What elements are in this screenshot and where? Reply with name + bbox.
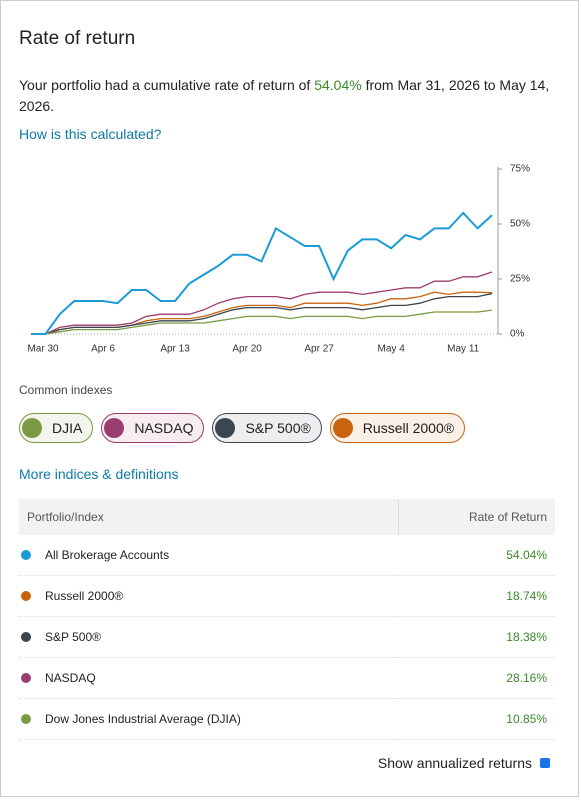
x-tick-label: May 4: [378, 344, 406, 355]
table-row: S&P 500® 18.38%: [19, 616, 555, 658]
row-dot: [21, 591, 31, 601]
row-rate: 18.38%: [398, 616, 555, 658]
checkbox[interactable]: [540, 758, 550, 768]
summary-rate: 54.04%: [314, 77, 362, 93]
chart: 0% 25% 50% 75% Mar 30 Apr 6 Apr 13 Apr 20 Apr 27…: [27, 164, 530, 355]
row-rate: 10.85%: [398, 698, 555, 740]
y-tick-label: 50%: [510, 219, 530, 230]
row-name: Russell 2000®: [45, 589, 124, 603]
table-row: All Brokerage Accounts 54.04%: [19, 535, 555, 576]
summary: Your portfolio had a cumulative rate of …: [19, 75, 564, 117]
summary-text: from Mar 31, 2026 to May 14, 2026.: [19, 77, 550, 114]
y-tick-label: 0%: [510, 329, 525, 340]
index-chip[interactable]: NASDAQ: [101, 413, 205, 443]
row-name: Dow Jones Industrial Average (DJIA): [45, 712, 241, 726]
series-line: [31, 271, 493, 335]
series-line: [31, 292, 493, 335]
row-dot: [21, 550, 31, 560]
chip-label: S&P 500®: [245, 420, 311, 436]
row-name: All Brokerage Accounts: [45, 548, 170, 562]
row-rate: 28.16%: [398, 657, 555, 699]
row-name: NASDAQ: [45, 671, 96, 685]
chip-label: Russell 2000®: [362, 420, 455, 436]
x-tick-label: Apr 27: [304, 344, 334, 355]
row-name-cell: NASDAQ: [19, 657, 399, 699]
x-tick-label: Apr 13: [160, 344, 190, 355]
row-name-cell: Dow Jones Industrial Average (DJIA): [19, 698, 399, 740]
row-name: S&P 500®: [45, 630, 101, 644]
index-chip[interactable]: DJIA: [19, 413, 94, 443]
summary-text: Your portfolio had a cumulative rate of …: [19, 77, 315, 93]
row-rate: 54.04%: [398, 535, 555, 576]
index-chip[interactable]: S&P 500®: [212, 413, 322, 443]
table-row: Dow Jones Industrial Average (DJIA) 10.85…: [19, 698, 555, 740]
index-chips: DJIA NASDAQ S&P 500® Russell 2000®: [19, 413, 466, 443]
row-dot: [21, 673, 31, 683]
annualized-label: Show annualized returns: [377, 755, 532, 771]
column-header: Portfolio/Index: [19, 499, 399, 535]
table-row: Russell 2000® 18.74%: [19, 575, 555, 617]
row-name-cell: Russell 2000®: [19, 575, 399, 617]
column-header: Rate of Return: [398, 499, 555, 535]
row-rate: 18.74%: [398, 575, 555, 617]
index-chip[interactable]: Russell 2000®: [329, 413, 466, 443]
row-name-cell: S&P 500®: [19, 616, 399, 658]
series-line: [31, 211, 493, 335]
chip-dot: [215, 418, 236, 438]
more-link[interactable]: More indices & definitions: [19, 466, 179, 482]
x-tick-label: Apr 20: [232, 344, 262, 355]
chip-label: NASDAQ: [134, 420, 194, 436]
indexes-label: Common indexes: [19, 383, 113, 397]
chip-label: DJIA: [52, 420, 83, 436]
row-dot: [21, 632, 31, 642]
row-dot: [21, 714, 31, 724]
chip-dot: [104, 418, 125, 438]
how-link[interactable]: How is this calculated?: [19, 126, 162, 142]
chip-dot: [332, 418, 353, 438]
chip-dot: [22, 418, 42, 438]
x-tick-label: Mar 30: [27, 344, 59, 355]
table-header: Portfolio/Index Rate of Return: [19, 499, 555, 535]
x-tick-label: May 11: [447, 344, 479, 355]
title: Rate of return: [19, 28, 136, 49]
table-row: NASDAQ 28.16%: [19, 657, 555, 699]
row-name-cell: All Brokerage Accounts: [19, 535, 399, 576]
returns-table: Portfolio/Index Rate of Return All Brokera…: [19, 499, 555, 740]
y-tick-label: 25%: [510, 274, 530, 285]
annualized-toggle[interactable]: Show annualized returns: [378, 755, 550, 771]
x-tick-label: Apr 6: [91, 344, 115, 355]
y-tick-label: 75%: [510, 164, 530, 175]
series-line: [31, 309, 493, 335]
